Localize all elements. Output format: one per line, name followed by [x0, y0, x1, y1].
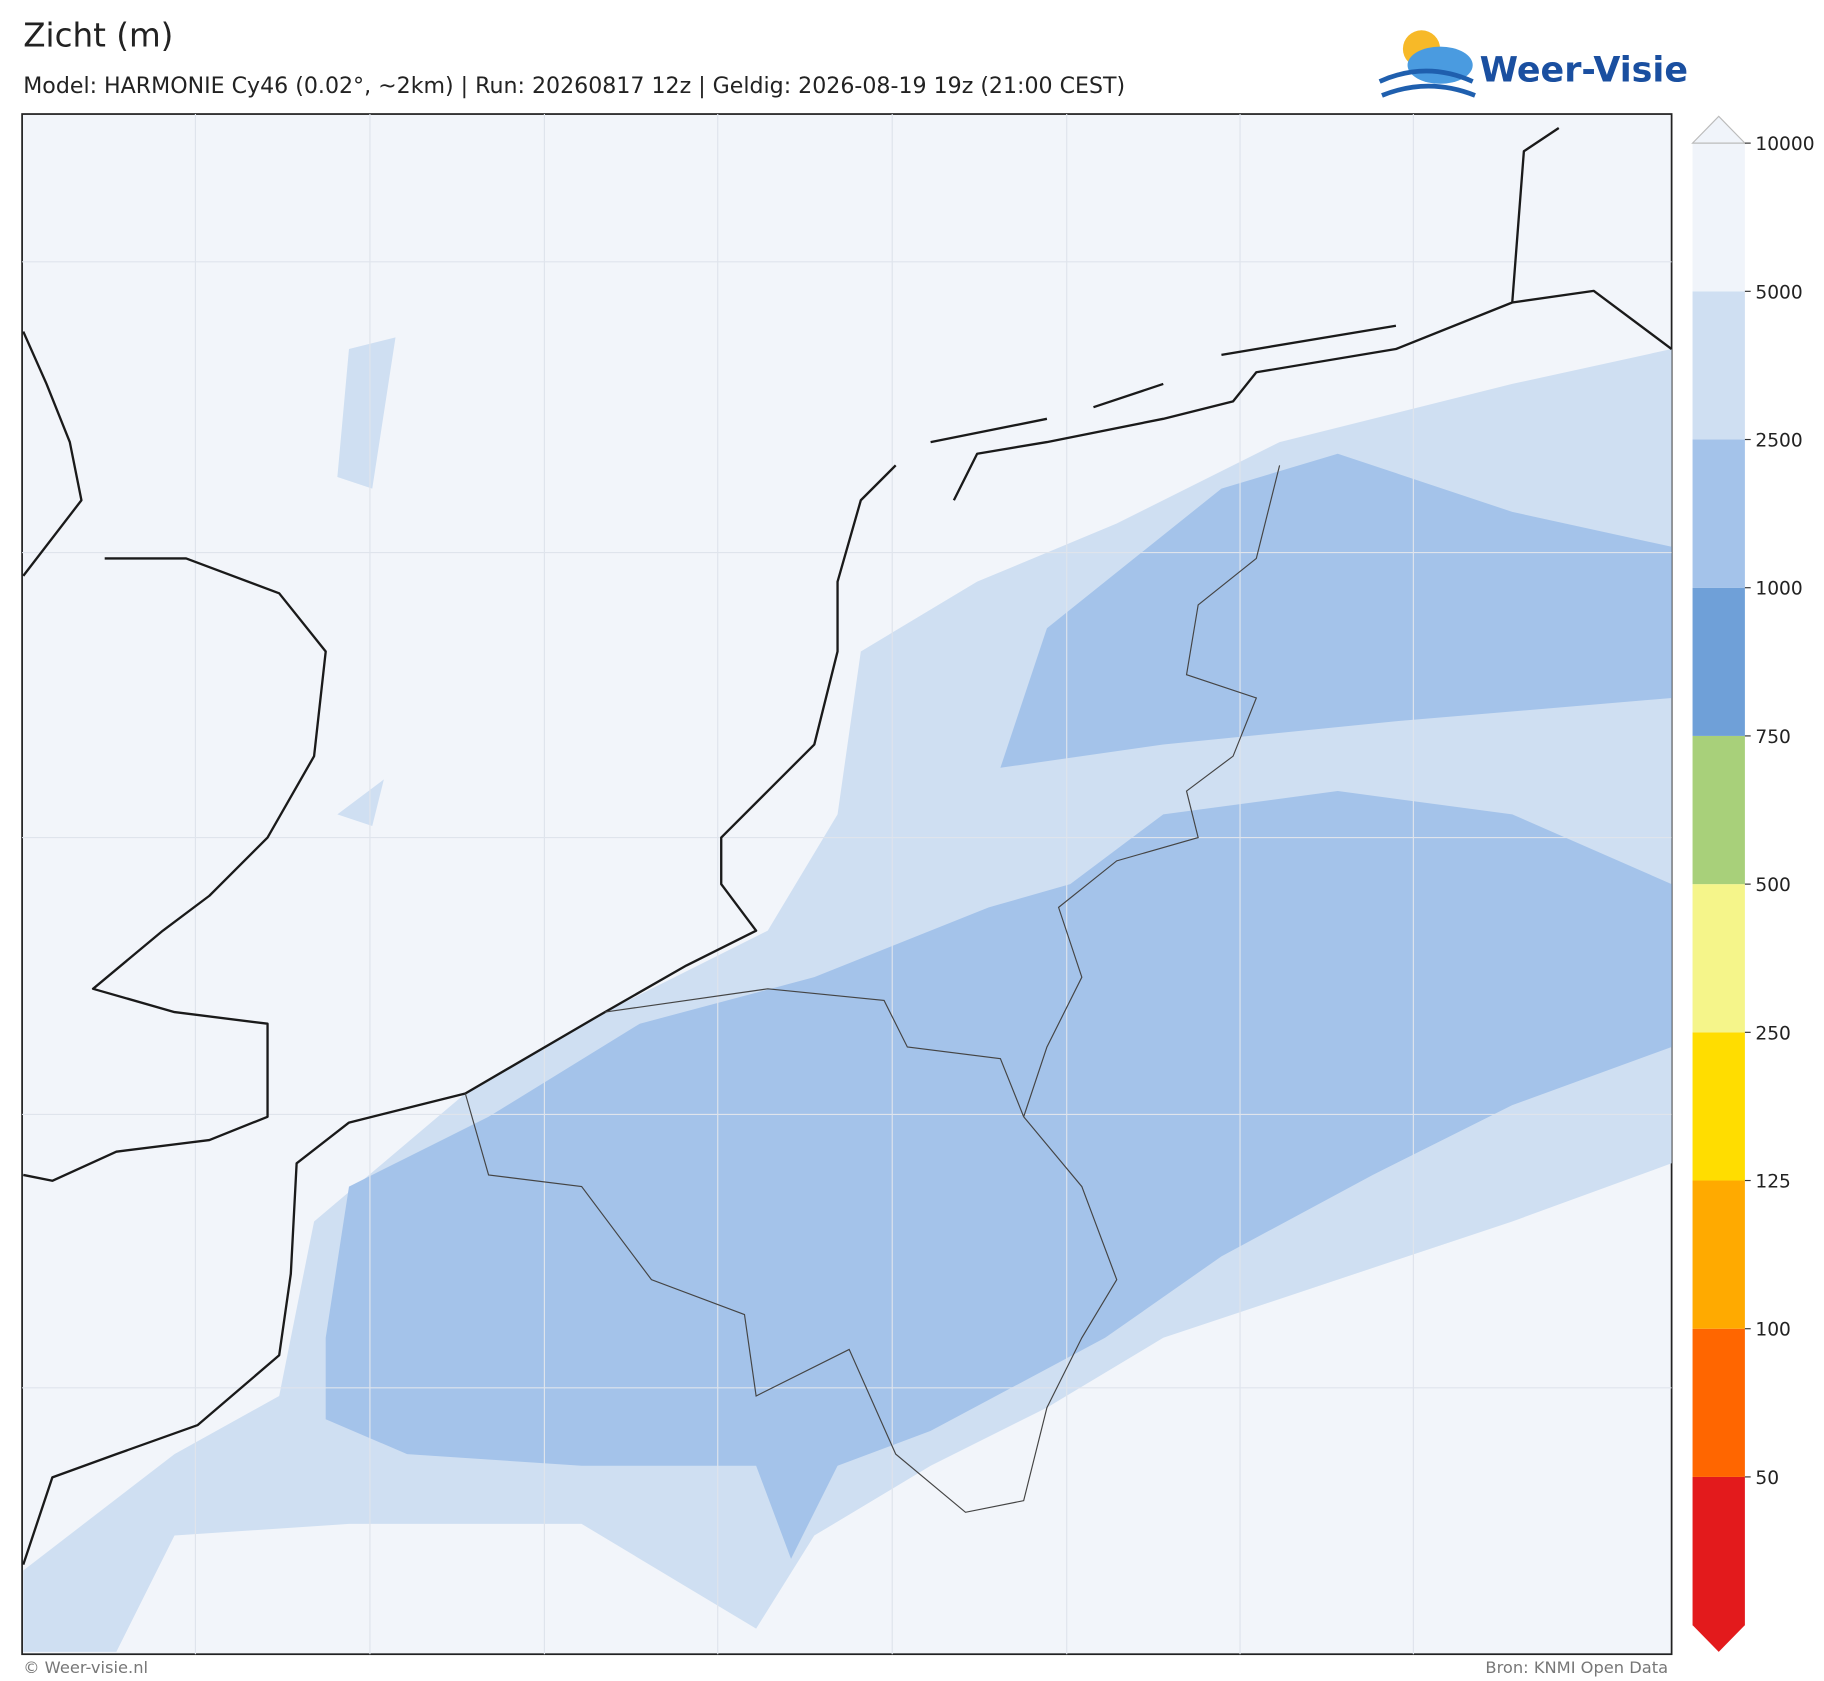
colorbar-extend-top — [1691, 115, 1747, 144]
colorbar-tick-label: 50 — [1755, 1468, 1779, 1489]
colorbar-band — [1692, 1180, 1745, 1329]
colorbar-tick-label: 5000 — [1755, 282, 1802, 303]
colorbar-band — [1692, 884, 1745, 1033]
footer-right: Bron: KNMI Open Data — [1485, 1658, 1668, 1677]
colorbar-band — [1692, 587, 1745, 736]
colorbar-band — [1692, 735, 1745, 885]
colorbar-tick-label: 1000 — [1755, 579, 1802, 600]
colorbar-tick-label: 100 — [1755, 1320, 1791, 1341]
colorbar-band — [1692, 439, 1745, 588]
colorbar-tick-label: 750 — [1755, 727, 1791, 748]
colorbar-tick-label: 2500 — [1755, 431, 1802, 452]
colorbar-band — [1692, 143, 1745, 292]
colorbar-tick-label: 125 — [1755, 1172, 1791, 1193]
colorbar: 50 100 125 250 500 750 1000 2500 5000 10000 — [1691, 115, 1815, 1652]
logo: Weer-Visie — [1378, 30, 1688, 98]
colorbar-tick-label: 10000 — [1755, 134, 1814, 155]
colorbar-band — [1692, 1328, 1745, 1477]
map — [21, 113, 1673, 1656]
colorbar-tick-label: 500 — [1755, 875, 1791, 896]
title: Zicht (m) — [23, 17, 173, 55]
subtitle: Model: HARMONIE Cy46 (0.02°, ~2km) | Run… — [23, 73, 1125, 99]
footer-left: © Weer-visie.nl — [23, 1658, 148, 1677]
colorbar-tick-label: 250 — [1755, 1023, 1791, 1044]
colorbar-extend-bottom — [1692, 1476, 1745, 1652]
logo-text: Weer-Visie — [1480, 50, 1688, 90]
colorbar-band — [1692, 291, 1745, 440]
colorbar-band — [1692, 1032, 1745, 1181]
